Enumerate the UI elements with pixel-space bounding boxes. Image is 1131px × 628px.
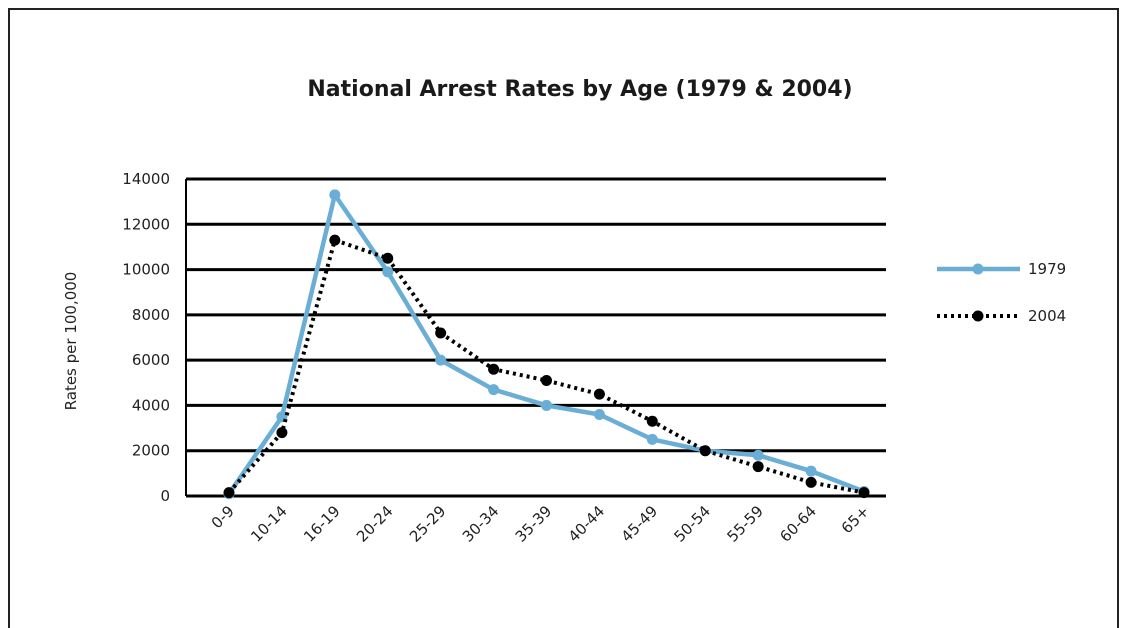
- point-2004-30-34: [488, 363, 500, 375]
- x-tick-label: 10-14: [247, 502, 291, 546]
- series-2004: [223, 234, 870, 499]
- y-axis-label: Rates per 100,000: [62, 272, 80, 411]
- legend-item-2004: 2004: [937, 307, 1066, 325]
- point-2004-55-59: [752, 461, 764, 473]
- point-1979-25-29: [435, 354, 447, 366]
- point-1979-60-64: [805, 465, 817, 477]
- gridlines: [185, 177, 886, 498]
- series-1979: [223, 189, 870, 500]
- chart-title: National Arrest Rates by Age (1979 & 200…: [307, 77, 852, 102]
- x-tick-label: 45-49: [618, 502, 662, 546]
- y-tick-label: 2000: [132, 442, 170, 460]
- point-2004-10-14: [276, 427, 288, 439]
- legend: 1979 2004: [937, 260, 1066, 325]
- point-2004-45-49: [646, 415, 658, 427]
- x-tick-label: 55-59: [723, 502, 767, 546]
- x-tick-label: 60-64: [776, 502, 820, 546]
- point-2004-0-9: [223, 487, 235, 499]
- point-2004-35-39: [541, 375, 552, 387]
- y-tick-label: 12000: [122, 215, 170, 233]
- point-1979-40-44: [593, 408, 605, 420]
- legend-marker-1979: [972, 263, 984, 275]
- series-layer: [223, 189, 870, 500]
- point-2004-16-19: [329, 234, 341, 246]
- x-tick-label: 35-39: [512, 502, 556, 546]
- y-tick-label: 14000: [122, 170, 170, 188]
- point-2004-50-54: [699, 445, 711, 457]
- x-tick-label: 16-19: [300, 502, 344, 546]
- x-tick-label: 40-44: [565, 502, 609, 546]
- legend-marker-2004: [972, 310, 984, 322]
- chart-frame: [8, 8, 1119, 628]
- legend-item-1979: 1979: [937, 260, 1066, 278]
- x-tick-label: 20-24: [353, 502, 397, 546]
- series-line-1979: [227, 192, 865, 496]
- point-2004-25-29: [435, 327, 447, 339]
- y-tick-label: 6000: [132, 351, 170, 369]
- series-line-2004: [227, 238, 865, 495]
- point-2004-20-24: [382, 252, 394, 264]
- x-tick-label: 25-29: [406, 502, 450, 546]
- y-axis-ticks: 0 2000 4000 6000 8000 10000 12000 14000: [122, 170, 170, 505]
- point-1979-16-19: [329, 189, 341, 201]
- point-2004-60-64: [805, 476, 817, 488]
- y-tick-label: 0: [160, 487, 170, 505]
- point-1979-55-59: [752, 449, 764, 461]
- y-tick-label: 4000: [132, 396, 170, 414]
- legend-label: 2004: [1028, 307, 1066, 325]
- x-axis-ticks: 0-9 10-14 16-19 20-24 25-29 30-34 35-39 40-44 45…: [208, 502, 873, 546]
- y-tick-label: 8000: [132, 306, 170, 324]
- legend-label: 1979: [1028, 260, 1066, 278]
- point-1979-35-39: [541, 399, 552, 411]
- x-tick-label: 30-34: [459, 502, 503, 546]
- y-tick-label: 10000: [122, 261, 170, 279]
- x-tick-label: 65+: [838, 502, 873, 537]
- point-2004-40-44: [593, 388, 605, 400]
- point-1979-45-49: [646, 433, 658, 445]
- point-1979-20-24: [382, 266, 394, 278]
- point-2004-65+: [858, 487, 870, 499]
- x-tick-label: 50-54: [671, 502, 715, 546]
- x-tick-label: 0-9: [208, 502, 238, 532]
- point-1979-30-34: [488, 384, 500, 396]
